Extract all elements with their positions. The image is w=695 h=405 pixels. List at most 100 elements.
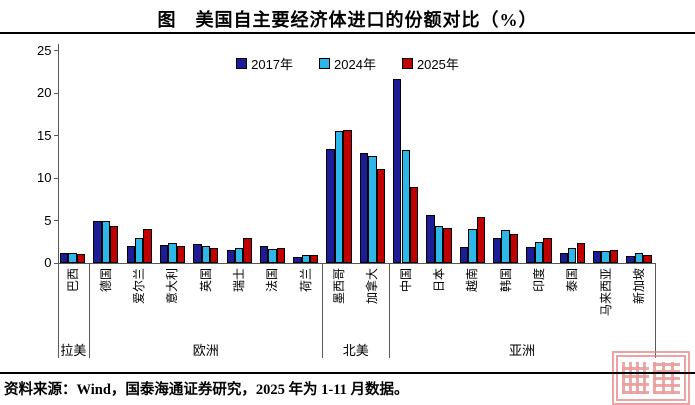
y-tick-mark — [53, 262, 58, 264]
x-axis-label: 瑞士 — [232, 268, 247, 293]
x-axis-label: 日本 — [432, 268, 447, 293]
x-axis-label: 泰国 — [565, 268, 580, 293]
region-label: 欧洲 — [192, 343, 219, 358]
bar — [226, 250, 235, 263]
y-tick-mark — [53, 92, 58, 94]
legend-item-0: 2017年 — [236, 54, 293, 73]
bar — [176, 246, 186, 263]
y-tick-label: 0 — [44, 255, 52, 270]
bar — [243, 237, 252, 263]
x-axis-line — [54, 263, 656, 264]
bar — [543, 238, 552, 263]
bar — [234, 247, 244, 263]
y-tick-label: 25 — [37, 42, 52, 58]
x-axis-label: 爱尔兰 — [132, 268, 147, 305]
bar — [293, 257, 302, 263]
region-divider-line — [57, 263, 59, 358]
bar — [601, 251, 610, 263]
x-axis-label: 越南 — [465, 268, 480, 293]
seal-character-icon — [622, 362, 649, 394]
y-tick-label: 15 — [37, 127, 52, 143]
bar — [334, 131, 344, 263]
bar — [301, 255, 310, 263]
region-divider-line — [322, 263, 324, 358]
y-tick-mark — [53, 50, 58, 51]
bar — [426, 214, 435, 263]
x-axis-label: 韩国 — [498, 268, 513, 293]
y-tick-label: 20 — [37, 85, 52, 100]
bar — [434, 226, 444, 263]
x-axis-label: 巴西 — [65, 268, 80, 293]
bar — [201, 246, 210, 263]
bar — [126, 246, 135, 263]
bar — [268, 249, 277, 263]
bar — [576, 242, 585, 263]
region-label: 北美 — [342, 343, 369, 358]
bar — [209, 247, 219, 263]
bar — [159, 245, 169, 263]
bar — [401, 149, 410, 263]
seal-stamp-watermark — [612, 351, 690, 405]
bar — [368, 155, 377, 263]
x-axis-label: 荷兰 — [298, 268, 313, 293]
legend-label: 2017年 — [251, 57, 294, 72]
source-note: 资料来源：Wind，国泰海通证券研究，2025 年为 1-11 月数据。 — [4, 382, 409, 398]
bar — [134, 237, 144, 263]
title-divider-line — [0, 32, 695, 34]
legend-swatch-icon — [401, 58, 413, 69]
x-axis-label: 意大利 — [165, 268, 180, 305]
bar — [110, 225, 119, 263]
bar — [376, 168, 385, 263]
x-axis-label: 德国 — [98, 268, 113, 293]
legend-item-2: 2025年 — [401, 54, 459, 73]
legend-swatch-icon — [319, 58, 331, 69]
bar — [143, 229, 152, 263]
bar — [343, 129, 352, 263]
bar — [276, 247, 285, 263]
y-tick-mark — [53, 177, 58, 179]
chart-legend: 2017年 2024年 2025年 — [0, 54, 695, 73]
bar — [501, 229, 510, 263]
bar — [568, 247, 577, 263]
bar — [93, 220, 102, 263]
x-axis-label: 墨西哥 — [332, 268, 347, 305]
region-divider-line — [389, 263, 391, 358]
y-tick-label: 10 — [37, 170, 52, 185]
bar — [59, 252, 69, 263]
bar — [76, 253, 86, 263]
x-axis-label: 加拿大 — [365, 268, 380, 305]
bar — [493, 238, 502, 263]
x-axis-label: 马来西亚 — [598, 268, 613, 317]
bar — [443, 228, 452, 263]
bar — [526, 246, 535, 263]
bar — [168, 243, 177, 263]
region-label: 亚洲 — [509, 343, 536, 358]
legend-label: 2024年 — [334, 57, 376, 72]
bar — [459, 246, 469, 263]
bar — [509, 234, 519, 263]
region-divider-line — [655, 263, 656, 358]
seal-stamp-inner-border — [616, 355, 686, 401]
bar — [359, 153, 369, 263]
bar — [409, 186, 419, 263]
footer-divider-line — [0, 372, 695, 374]
bar — [326, 149, 335, 263]
region-divider-line — [89, 263, 91, 358]
seal-character-icon — [653, 362, 680, 394]
bar — [193, 244, 202, 263]
bar — [101, 221, 110, 263]
legend-label: 2025年 — [416, 57, 459, 72]
region-label: 拉美 — [60, 343, 87, 358]
bar — [634, 252, 644, 263]
y-tick-mark — [53, 220, 58, 221]
chart-title: 图 美国自主要经济体进口的份额对比（%） — [157, 10, 538, 30]
bar — [259, 246, 269, 263]
bar — [626, 256, 635, 263]
bar — [468, 229, 477, 263]
x-axis-label: 英国 — [198, 268, 213, 293]
legend-item-1: 2024年 — [319, 54, 376, 73]
bar — [593, 251, 602, 263]
x-axis-label: 法国 — [265, 268, 280, 293]
y-tick-mark — [53, 135, 58, 136]
